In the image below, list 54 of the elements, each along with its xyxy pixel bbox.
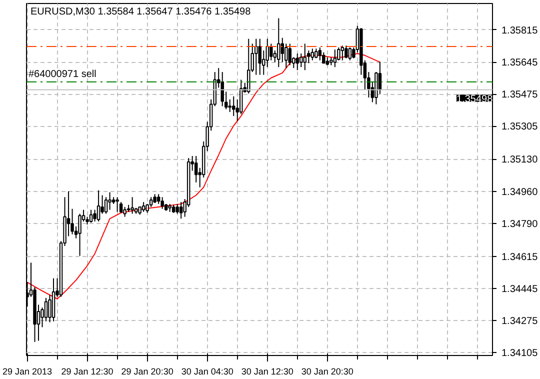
candlestick	[296, 53, 300, 71]
candlestick	[48, 294, 52, 323]
x-tick-label: 29 Jan 20:30	[121, 366, 174, 376]
candlestick	[232, 96, 236, 116]
y-tick-label: 1.34615	[502, 252, 538, 263]
y-tick-label: 1.34445	[502, 284, 538, 295]
candlestick	[340, 45, 344, 61]
y-tick-label: 1.34105	[502, 348, 538, 360]
candlestick	[104, 196, 108, 214]
candlestick	[266, 38, 270, 68]
candlestick	[300, 53, 303, 68]
y-tick-label: 1.35130	[502, 154, 538, 166]
candlestick	[220, 72, 224, 107]
candlestick	[142, 202, 146, 212]
candlestick	[228, 98, 232, 113]
candlestick	[156, 194, 160, 204]
y-tick-label: 1.34275	[502, 316, 538, 328]
y-tick-label: 1.35645	[502, 58, 538, 69]
y-tick-label: 1.35305	[502, 122, 538, 133]
candlestick	[130, 196, 134, 214]
candlestick	[160, 196, 164, 210]
candlestick	[303, 43, 307, 71]
y-tick-label: 1.34960	[502, 186, 538, 198]
candlestick	[277, 18, 280, 68]
candlestick	[96, 190, 100, 222]
ref-line-label: 1.35498	[456, 94, 494, 105]
candlestick	[194, 156, 198, 183]
candlestick	[270, 43, 273, 61]
y-tick-label: 1.35475	[502, 90, 538, 101]
x-tick-label: 29 Jan 12:30	[61, 366, 114, 376]
x-tick-label: 29 Jan 2013	[2, 366, 52, 376]
candlestick	[344, 45, 348, 59]
candlestick	[116, 196, 119, 212]
candlestick	[93, 209, 96, 222]
candlestick	[108, 192, 112, 210]
candlestick	[288, 43, 292, 66]
candlestick	[89, 209, 93, 224]
chart-title: EURUSD,M30 1.35584 1.35647 1.35476 1.35498	[30, 6, 252, 18]
y-tick-label: 1.34790	[502, 218, 538, 230]
candlestick	[78, 213, 82, 256]
y-tick-label: 1.35815	[502, 25, 538, 36]
candlestick	[322, 52, 326, 64]
x-tick-label: 30 Jan 20:30	[301, 366, 354, 376]
candlestick	[348, 46, 352, 61]
candlestick	[179, 202, 183, 220]
candlestick	[176, 203, 179, 214]
ref-line-label: #64000971 sell	[28, 68, 96, 80]
candlestick	[333, 49, 337, 68]
x-tick-label: 30 Jan 12:30	[241, 366, 294, 376]
candlestick	[258, 38, 262, 76]
candlestick	[123, 206, 126, 218]
candlestick	[310, 48, 314, 61]
candlestick	[318, 46, 322, 61]
x-tick-label: 30 Jan 04:30	[181, 366, 234, 376]
